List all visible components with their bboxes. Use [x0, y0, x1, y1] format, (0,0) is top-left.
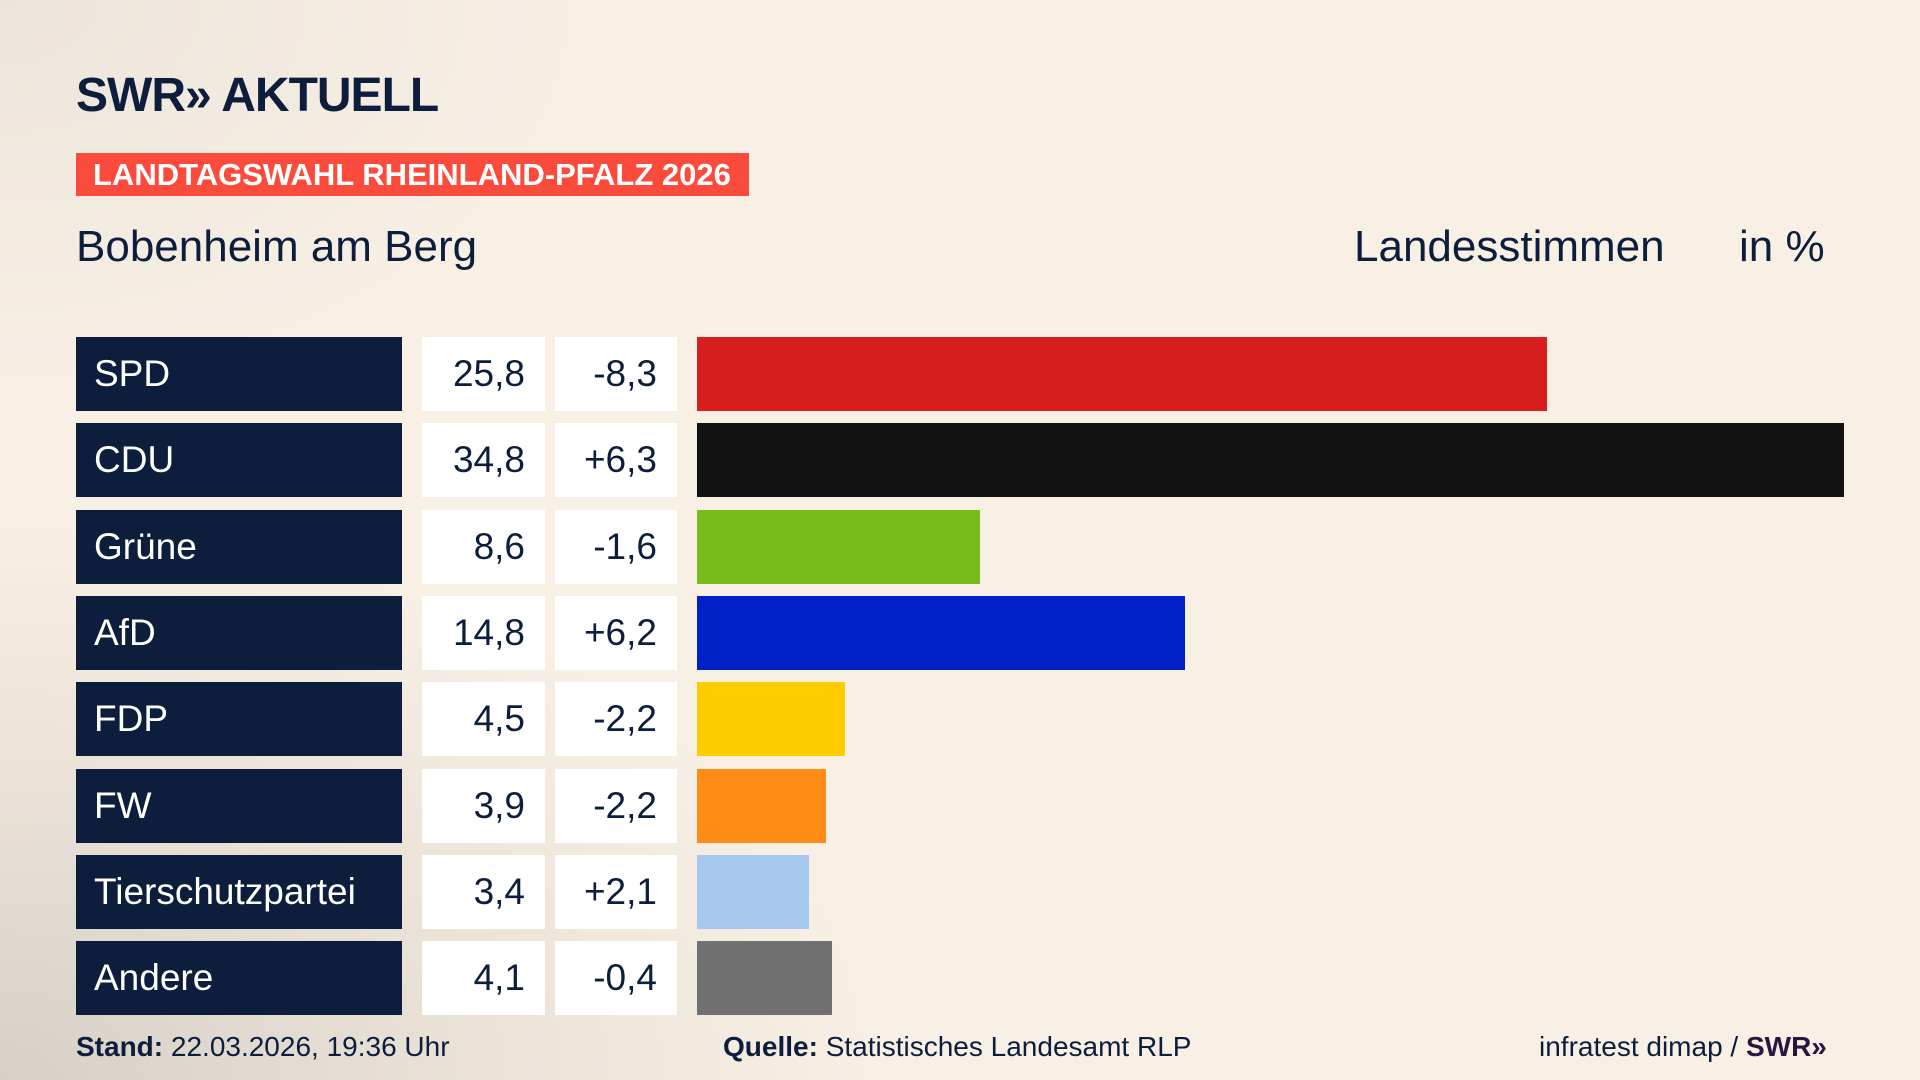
election-banner: LANDTAGSWAHL RHEINLAND-PFALZ 2026 — [76, 153, 749, 196]
party-row: Andere 4,1 -0,4 — [0, 941, 1920, 1016]
vote-change: +2,1 — [555, 854, 677, 929]
party-row: CDU 34,8 +6,3 — [0, 423, 1920, 498]
stand-label: Stand: — [76, 1031, 164, 1062]
vote-share: 3,9 — [422, 768, 545, 843]
party-name: Tierschutzpartei — [76, 854, 402, 929]
party-name: Andere — [76, 941, 402, 1016]
party-name: Grüne — [76, 509, 402, 584]
vote-change: -0,4 — [555, 941, 677, 1016]
party-bar — [697, 509, 981, 584]
vote-change: -2,2 — [555, 682, 677, 757]
party-row: FDP 4,5 -2,2 — [0, 682, 1920, 757]
party-bar — [697, 595, 1185, 670]
credit-text: infratest dimap / — [1539, 1031, 1746, 1062]
swr-aktuell-logo: SWR» AKTUELL — [76, 69, 439, 122]
swr-footer-logo: SWR» — [1745, 1031, 1827, 1062]
party-name: FW — [76, 768, 402, 843]
party-bar — [697, 337, 1548, 411]
source: Quelle: Statistisches Landesamt RLP — [723, 1031, 1191, 1063]
party-bar — [697, 768, 826, 843]
party-name: FDP — [76, 682, 402, 757]
party-name: AfD — [76, 595, 402, 670]
party-row: Tierschutzpartei 3,4 +2,1 — [0, 854, 1920, 929]
party-row: SPD 25,8 -8,3 — [0, 337, 1920, 411]
stand: Stand: 22.03.2026, 19:36 Uhr — [76, 1031, 450, 1063]
party-bar — [697, 682, 846, 757]
party-row: AfD 14,8 +6,2 — [0, 595, 1920, 670]
vote-change: -2,2 — [555, 768, 677, 843]
vote-change: +6,3 — [555, 423, 677, 498]
vote-share: 34,8 — [422, 423, 545, 498]
place-title: Bobenheim am Berg — [76, 222, 478, 271]
vote-share: 4,1 — [422, 941, 545, 1016]
party-bar — [697, 423, 1844, 498]
metric-label: Landesstimmen — [1354, 222, 1665, 271]
vote-share: 14,8 — [422, 595, 545, 670]
vote-share: 8,6 — [422, 509, 545, 584]
party-row: Grüne 8,6 -1,6 — [0, 509, 1920, 584]
party-row: FW 3,9 -2,2 — [0, 768, 1920, 843]
party-bar — [697, 854, 810, 929]
vote-share: 4,5 — [422, 682, 545, 757]
source-label: Quelle: — [723, 1031, 818, 1062]
party-name: SPD — [76, 337, 402, 411]
unit-label: in % — [1739, 222, 1825, 271]
party-bar — [697, 941, 833, 1016]
vote-share: 25,8 — [422, 337, 545, 411]
stand-value: 22.03.2026, 19:36 Uhr — [163, 1031, 450, 1062]
party-name: CDU — [76, 423, 402, 498]
vote-change: -8,3 — [555, 337, 677, 411]
source-value: Statistisches Landesamt RLP — [817, 1031, 1192, 1062]
credit: infratest dimap / SWR» — [1539, 1031, 1827, 1063]
vote-change: -1,6 — [555, 509, 677, 584]
vote-change: +6,2 — [555, 595, 677, 670]
vote-share: 3,4 — [422, 854, 545, 929]
